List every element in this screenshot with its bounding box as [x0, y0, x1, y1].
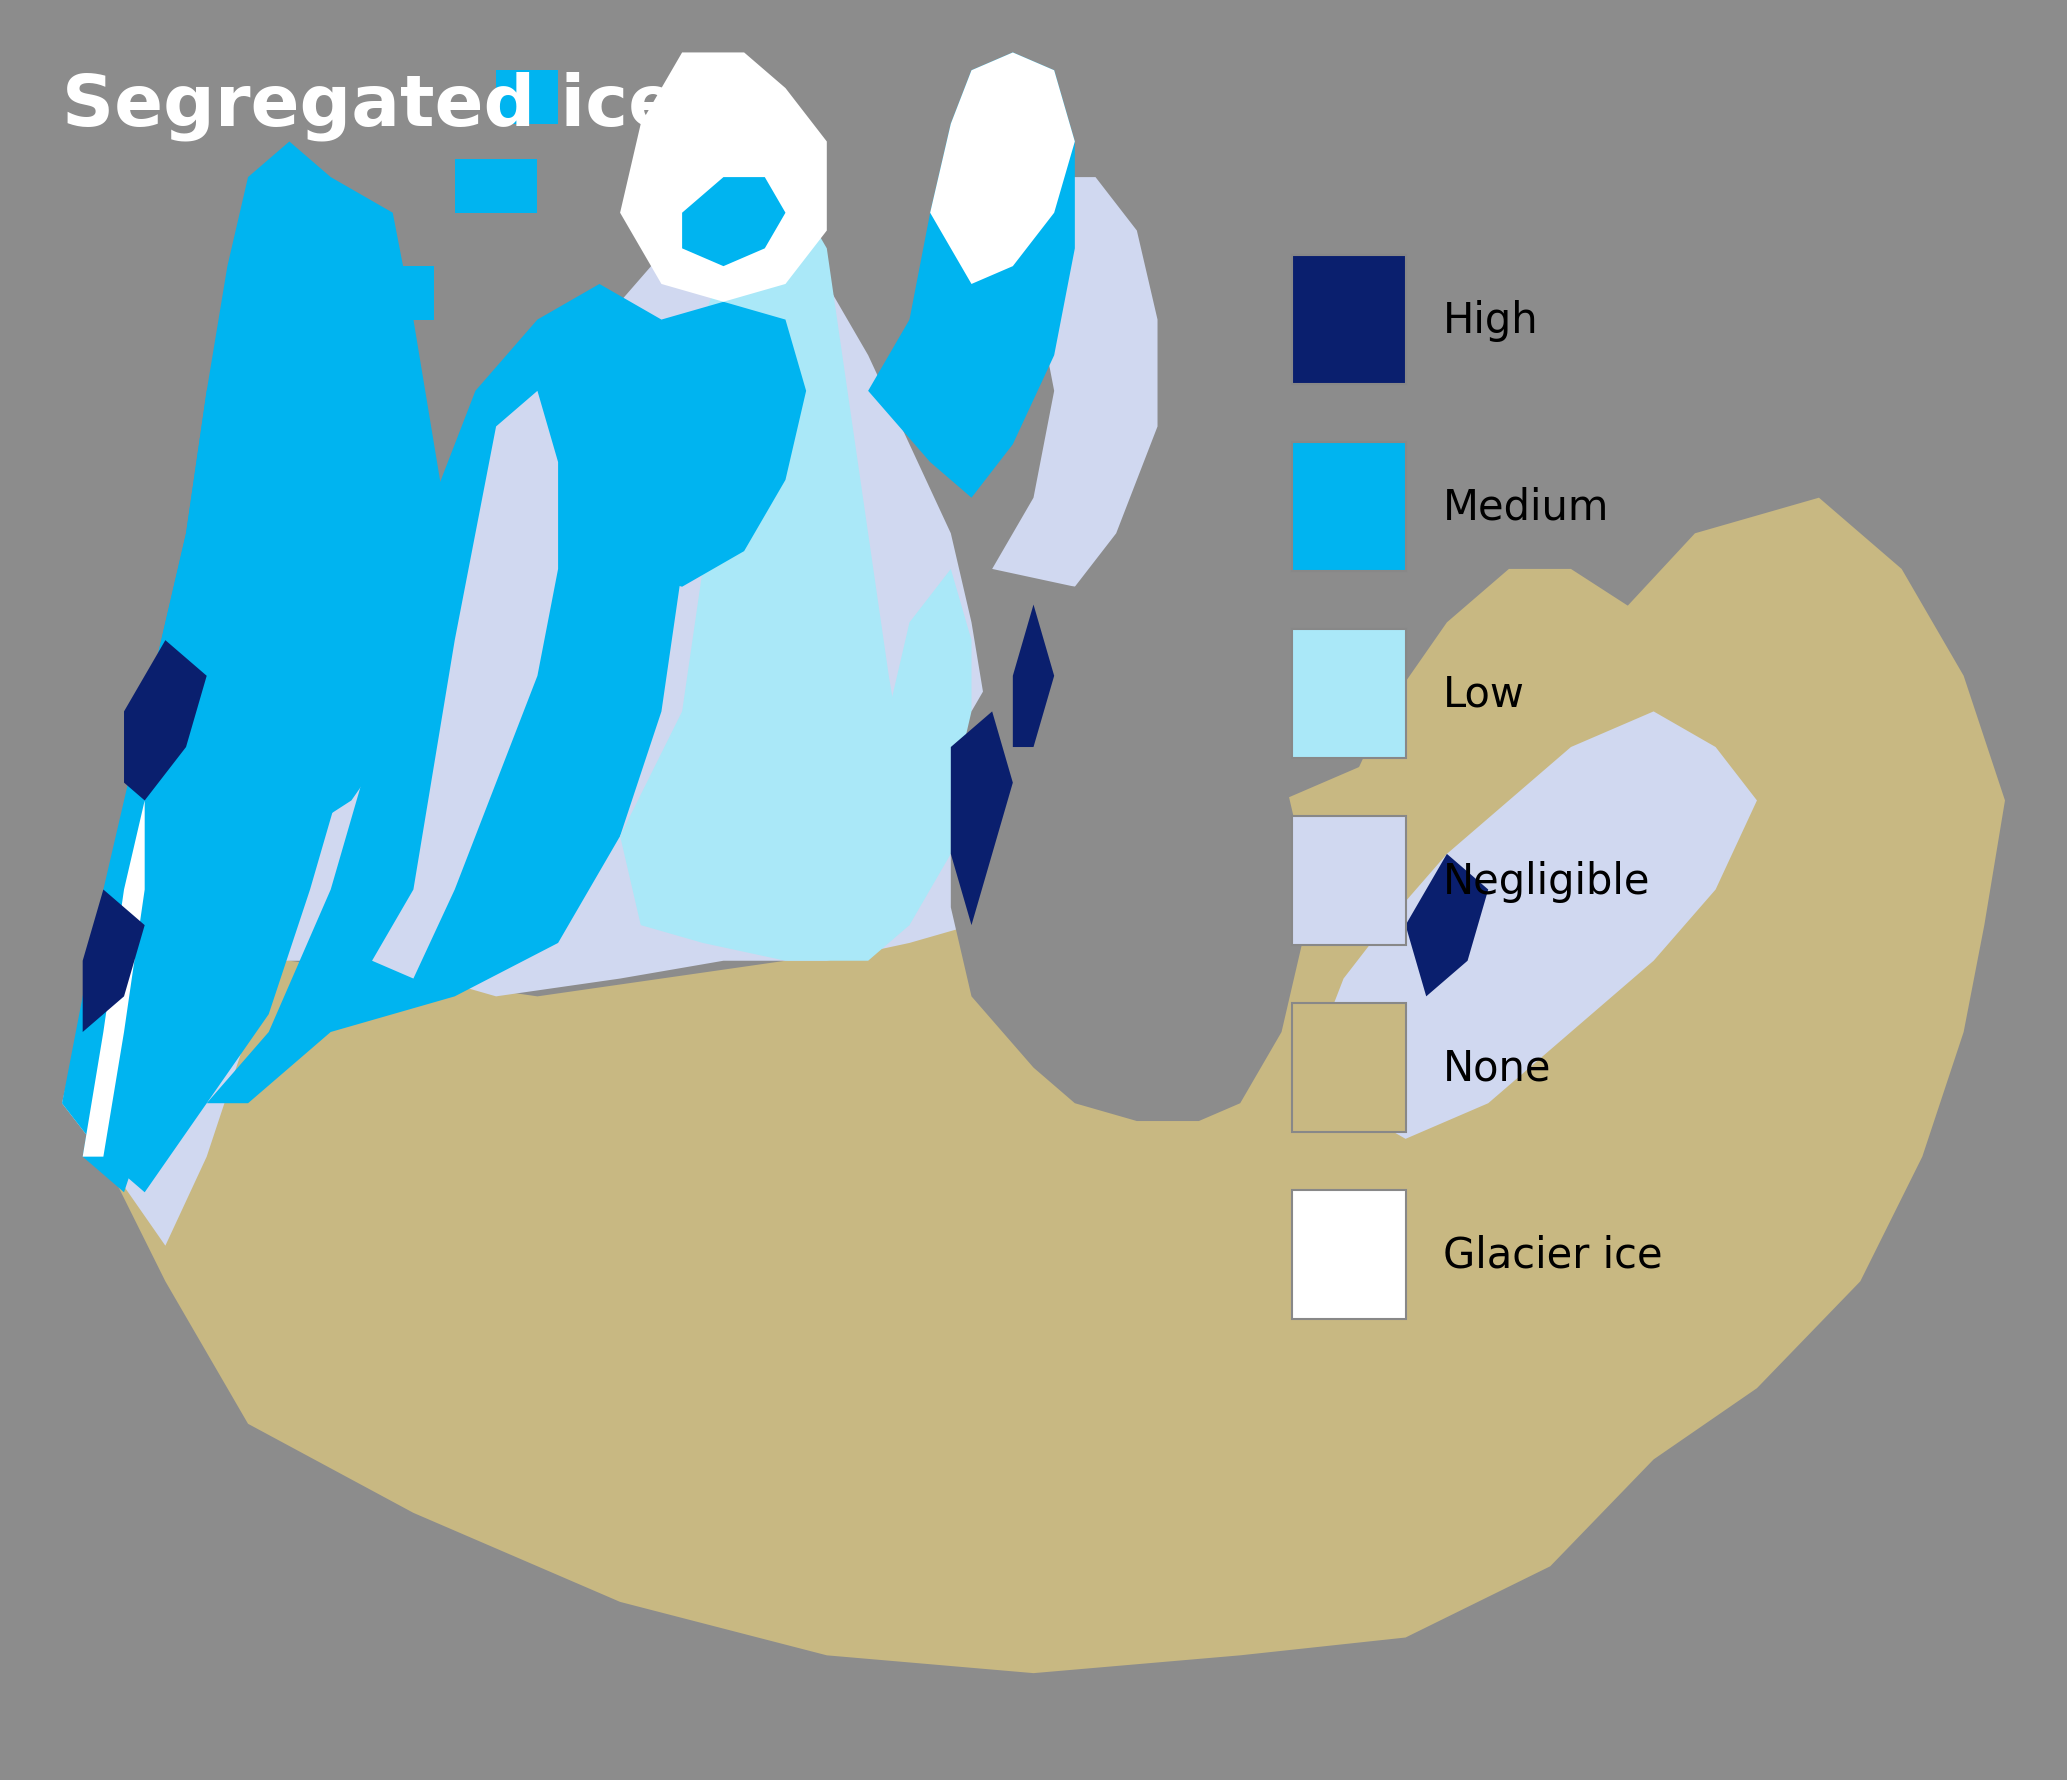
FancyBboxPatch shape — [1292, 1191, 1406, 1319]
FancyBboxPatch shape — [1292, 443, 1406, 571]
Polygon shape — [951, 712, 1013, 926]
Polygon shape — [579, 303, 806, 587]
Text: Segregated ice: Segregated ice — [62, 71, 678, 141]
Polygon shape — [868, 53, 1075, 498]
Polygon shape — [83, 214, 351, 1193]
Polygon shape — [951, 587, 1302, 1121]
Polygon shape — [682, 178, 785, 267]
Polygon shape — [620, 178, 909, 961]
Polygon shape — [620, 53, 827, 303]
Polygon shape — [1013, 605, 1054, 748]
Polygon shape — [992, 178, 1158, 587]
Polygon shape — [124, 641, 207, 801]
Polygon shape — [1323, 712, 1757, 1139]
Polygon shape — [62, 498, 2005, 1673]
FancyBboxPatch shape — [1292, 630, 1406, 758]
Polygon shape — [83, 890, 145, 1032]
Text: High: High — [1443, 299, 1538, 342]
Polygon shape — [207, 285, 682, 1104]
Text: Negligible: Negligible — [1443, 860, 1649, 902]
Text: Medium: Medium — [1443, 486, 1608, 529]
Polygon shape — [455, 160, 537, 214]
Polygon shape — [62, 178, 992, 1246]
FancyBboxPatch shape — [1292, 817, 1406, 945]
Polygon shape — [889, 570, 971, 926]
Polygon shape — [930, 53, 1075, 285]
Polygon shape — [62, 142, 413, 1193]
Text: None: None — [1443, 1047, 1550, 1089]
Polygon shape — [496, 71, 558, 125]
Polygon shape — [1406, 854, 1488, 997]
Polygon shape — [1220, 570, 1984, 1353]
Text: Low: Low — [1443, 673, 1525, 716]
Polygon shape — [372, 267, 434, 320]
Polygon shape — [83, 801, 145, 1157]
FancyBboxPatch shape — [1292, 256, 1406, 384]
FancyBboxPatch shape — [1292, 1004, 1406, 1132]
Polygon shape — [372, 392, 558, 979]
Polygon shape — [145, 178, 455, 854]
Text: Glacier ice: Glacier ice — [1443, 1234, 1662, 1276]
